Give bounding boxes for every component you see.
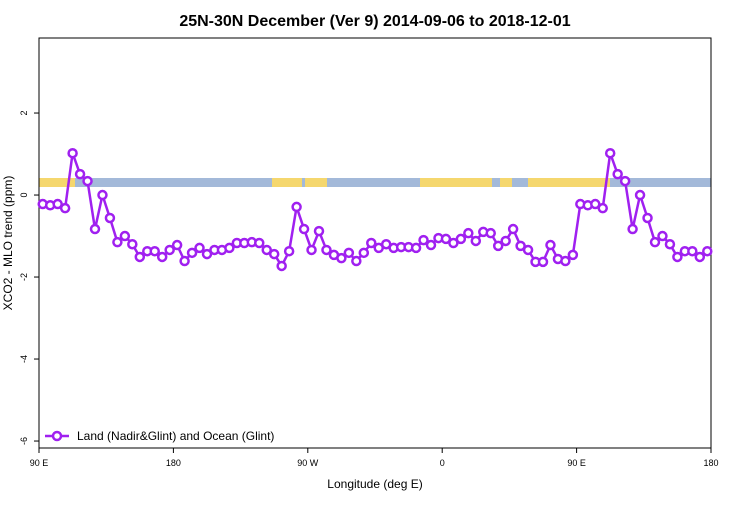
point [313,225,325,237]
point [67,147,78,159]
point [224,242,235,254]
point [358,247,370,259]
point [59,202,71,214]
point [89,223,101,235]
point [440,233,452,245]
point [560,255,571,267]
point [470,235,482,247]
point [537,256,549,268]
point [702,245,713,257]
point [343,247,355,259]
point [515,240,526,252]
point [291,201,302,213]
y-tick-label: -4 [19,355,29,363]
point [171,239,183,251]
point [619,175,631,187]
x-tick-label: 180 [703,458,718,468]
point [186,247,198,259]
point [612,168,623,180]
point [634,189,646,201]
point [134,251,146,263]
point [351,255,362,267]
point [590,198,601,210]
point [500,235,511,247]
point [283,245,295,257]
point [119,230,131,242]
point [507,223,519,235]
point [664,238,676,250]
y-tick-label: 0 [19,193,29,198]
point [321,244,332,256]
point [455,233,467,245]
y-axis-label: XCO2 - MLO trend (ppm) [1,176,15,311]
point [261,244,272,256]
point [366,237,377,249]
point [687,245,698,257]
point [276,260,287,272]
point [74,168,86,180]
point [298,223,310,235]
point [149,245,160,257]
point [306,244,317,256]
point [649,236,661,248]
chart-title: 25N-30N December (Ver 9) 2014-09-06 to 2… [179,13,570,30]
point [52,198,63,210]
x-axis-label: Longitude (deg E) [327,477,422,491]
y-tick-label: 2 [19,111,29,116]
x-tick-label: 90 E [30,458,49,468]
point [82,175,93,187]
y-tick-label: -2 [19,273,29,281]
point [156,251,168,263]
point [179,255,190,267]
point [492,240,504,252]
point [418,234,429,246]
point [694,251,706,263]
point [522,244,534,256]
point [410,242,422,254]
point [254,237,265,249]
point [597,202,608,214]
point [194,242,205,254]
point [627,223,638,235]
point [672,251,683,263]
point [104,212,116,224]
x-tick-label: 180 [166,458,181,468]
point [642,212,653,224]
plot-frame [38,37,712,449]
point [545,239,556,251]
point [97,189,108,201]
point [112,236,123,248]
point [657,230,668,242]
point [463,227,474,239]
point [268,248,280,260]
point [336,252,347,264]
point [448,237,459,249]
point [425,239,437,251]
point [164,244,175,256]
point [127,238,138,250]
x-tick-label: 90 W [297,458,319,468]
y-tick-label: -6 [19,437,29,445]
legend-marker [51,430,63,442]
point [201,248,213,260]
land-ocean-strip [39,178,711,187]
legend-label: Land (Nadir&Glint) and Ocean (Glint) [77,429,274,443]
x-tick-label: 0 [440,458,445,468]
point [485,227,496,239]
point [567,249,579,261]
x-tick-label: 90 E [567,458,586,468]
point [604,147,616,159]
